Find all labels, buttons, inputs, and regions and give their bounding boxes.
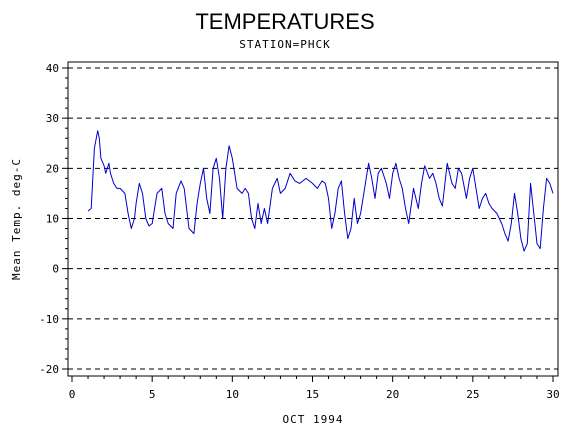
grid-lines xyxy=(68,67,558,370)
y-axis: -20 -10 0 10 20 30 40 xyxy=(39,62,68,376)
y-tick-label: 30 xyxy=(46,112,59,125)
y-tick-label: -20 xyxy=(39,363,59,376)
plot-frame xyxy=(67,61,559,377)
y-axis-label: Mean Temp. deg-C xyxy=(10,158,23,280)
y-tick-label: 0 xyxy=(52,263,59,276)
y-tick-label: 40 xyxy=(46,62,59,75)
y-tick-label: 20 xyxy=(46,162,59,175)
x-axis-label: OCT 1994 xyxy=(283,413,344,426)
x-tick-label: 0 xyxy=(69,388,76,401)
y-tick-label: -10 xyxy=(39,313,59,326)
x-tick-label: 25 xyxy=(466,388,479,401)
x-tick-label: 10 xyxy=(226,388,239,401)
series-line xyxy=(87,130,554,252)
chart-title: TEMPERATURES xyxy=(195,9,374,34)
chart-subtitle: STATION=PHCK xyxy=(239,38,330,51)
x-tick-label: 5 xyxy=(149,388,156,401)
x-tick-label: 30 xyxy=(546,388,559,401)
x-tick-label: 15 xyxy=(306,388,319,401)
x-tick-label: 20 xyxy=(386,388,399,401)
x-axis: 0 5 10 15 20 25 30 xyxy=(69,376,560,401)
y-tick-label: 10 xyxy=(46,213,59,226)
series-layer xyxy=(87,130,554,252)
